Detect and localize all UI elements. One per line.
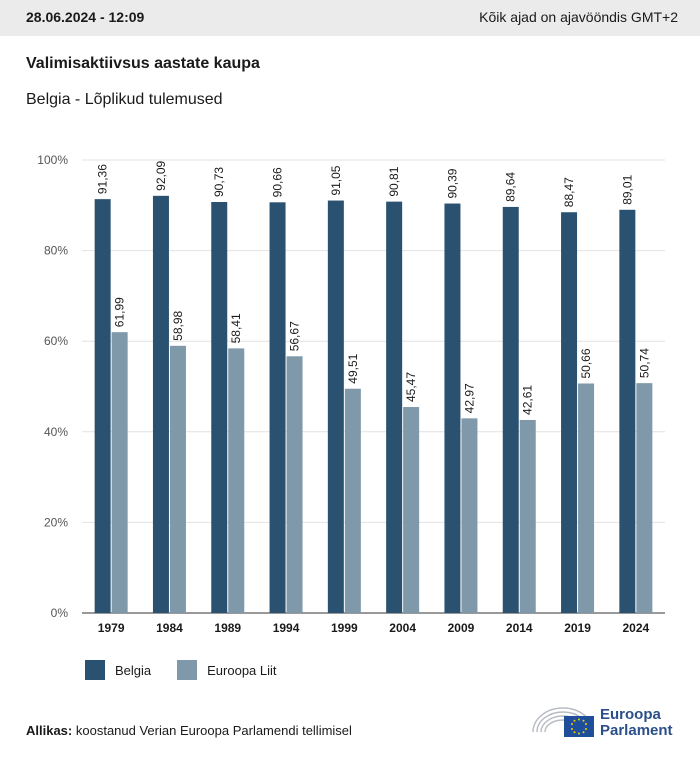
bar-belgia xyxy=(502,206,519,614)
bar-belgia xyxy=(386,201,403,613)
x-tick-label: 1994 xyxy=(273,621,300,635)
logo-line-1: Euroopa xyxy=(600,706,661,723)
y-tick-label: 60% xyxy=(44,334,68,348)
bar-eu xyxy=(111,332,128,613)
logo-line-2: Parlament xyxy=(600,722,673,739)
bar-eu xyxy=(286,356,303,613)
data-label-belgia: 92,09 xyxy=(154,160,168,190)
chart-title: Valimisaktiivsus aastate kaupa xyxy=(26,55,260,72)
data-label-eu: 58,41 xyxy=(229,313,243,343)
x-tick-label: 2024 xyxy=(622,621,649,635)
bar-belgia xyxy=(211,201,228,613)
data-label-belgia: 91,36 xyxy=(96,164,110,194)
x-tick-label: 2019 xyxy=(564,621,591,635)
legend-label-belgia: Belgia xyxy=(115,662,152,678)
x-tick-label: 1989 xyxy=(214,621,241,635)
data-label-belgia: 88,47 xyxy=(562,177,576,207)
data-label-eu: 42,61 xyxy=(521,385,535,415)
data-label-eu: 49,51 xyxy=(346,353,360,383)
data-label-eu: 42,97 xyxy=(462,383,476,413)
x-tick-label: 1984 xyxy=(156,621,183,635)
data-label-belgia: 89,01 xyxy=(620,174,634,204)
bar-belgia xyxy=(94,199,111,613)
bar-belgia xyxy=(561,212,578,613)
data-label-belgia: 89,64 xyxy=(504,172,518,202)
legend-item-eu: Euroopa Liit xyxy=(177,660,277,680)
data-label-eu: 50,74 xyxy=(637,348,651,378)
hemicycle-flag-icon xyxy=(532,707,594,737)
bar-belgia xyxy=(619,209,636,613)
y-tick-label: 0% xyxy=(51,606,69,620)
data-label-belgia: 90,73 xyxy=(212,167,226,197)
data-label-belgia: 90,81 xyxy=(387,166,401,196)
source-note: Allikas: koostanud Verian Euroopa Parlam… xyxy=(26,723,352,738)
legend-swatch-eu xyxy=(177,660,198,680)
chart-legend: Belgia Euroopa Liit xyxy=(85,660,303,680)
data-label-belgia: 90,39 xyxy=(445,168,459,198)
x-tick-label: 2014 xyxy=(506,621,533,635)
source-label: Allikas: xyxy=(26,723,73,738)
bar-eu xyxy=(519,419,536,613)
bar-belgia xyxy=(444,203,461,613)
bar-eu xyxy=(228,348,245,613)
x-tick-label: 1999 xyxy=(331,621,358,635)
x-tick-label: 2009 xyxy=(448,621,475,635)
x-tick-label: 1979 xyxy=(98,621,125,635)
source-text: koostanud Verian Euroopa Parlamendi tell… xyxy=(75,723,352,738)
data-label-eu: 61,99 xyxy=(113,297,127,327)
bar-belgia xyxy=(269,202,286,614)
bar-belgia xyxy=(152,195,169,613)
bar-chart: 0% 20% 40% 60% 80% 100% 91,36 61,99 1979 92,09 58,… xyxy=(37,153,665,635)
publication-date: 28.06.2024 - 12:09 xyxy=(26,9,145,25)
legend-item-belgia: Belgia xyxy=(85,660,151,680)
european-parliament-logo: Euroopa Parlament xyxy=(530,702,680,742)
y-tick-label: 40% xyxy=(44,425,68,439)
data-label-eu: 50,66 xyxy=(579,348,593,378)
bar-eu xyxy=(461,418,478,613)
data-label-belgia: 91,05 xyxy=(329,165,343,195)
bar-belgia xyxy=(327,200,344,613)
timezone-note: Kõik ajad on ajavööndis GMT+2 xyxy=(479,9,678,25)
bar-eu xyxy=(169,345,186,613)
bar-eu xyxy=(636,383,653,613)
y-tick-label: 20% xyxy=(44,515,68,529)
x-tick-label: 2004 xyxy=(389,621,416,635)
bar-eu xyxy=(403,407,420,613)
legend-label-eu: Euroopa Liit xyxy=(207,662,277,678)
y-tick-label: 80% xyxy=(44,244,68,258)
legend-swatch-belgia xyxy=(85,660,105,680)
data-label-eu: 56,67 xyxy=(288,321,302,351)
logo-text: Euroopa Parlament xyxy=(600,707,673,739)
data-label-eu: 45,47 xyxy=(404,372,418,402)
data-label-eu: 58,98 xyxy=(171,310,185,340)
bar-eu xyxy=(578,383,595,613)
chart-subtitle: Belgia - Lõplikud tulemused xyxy=(26,91,223,108)
data-label-belgia: 90,66 xyxy=(271,167,285,197)
top-bar: 28.06.2024 - 12:09 Kõik ajad on ajavöönd… xyxy=(0,0,700,36)
bar-eu xyxy=(344,388,361,613)
y-tick-label: 100% xyxy=(37,153,68,167)
